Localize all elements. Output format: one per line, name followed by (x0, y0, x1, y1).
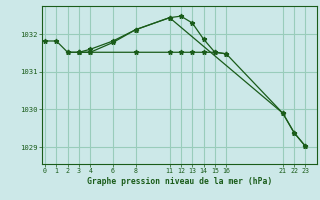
X-axis label: Graphe pression niveau de la mer (hPa): Graphe pression niveau de la mer (hPa) (87, 177, 272, 186)
